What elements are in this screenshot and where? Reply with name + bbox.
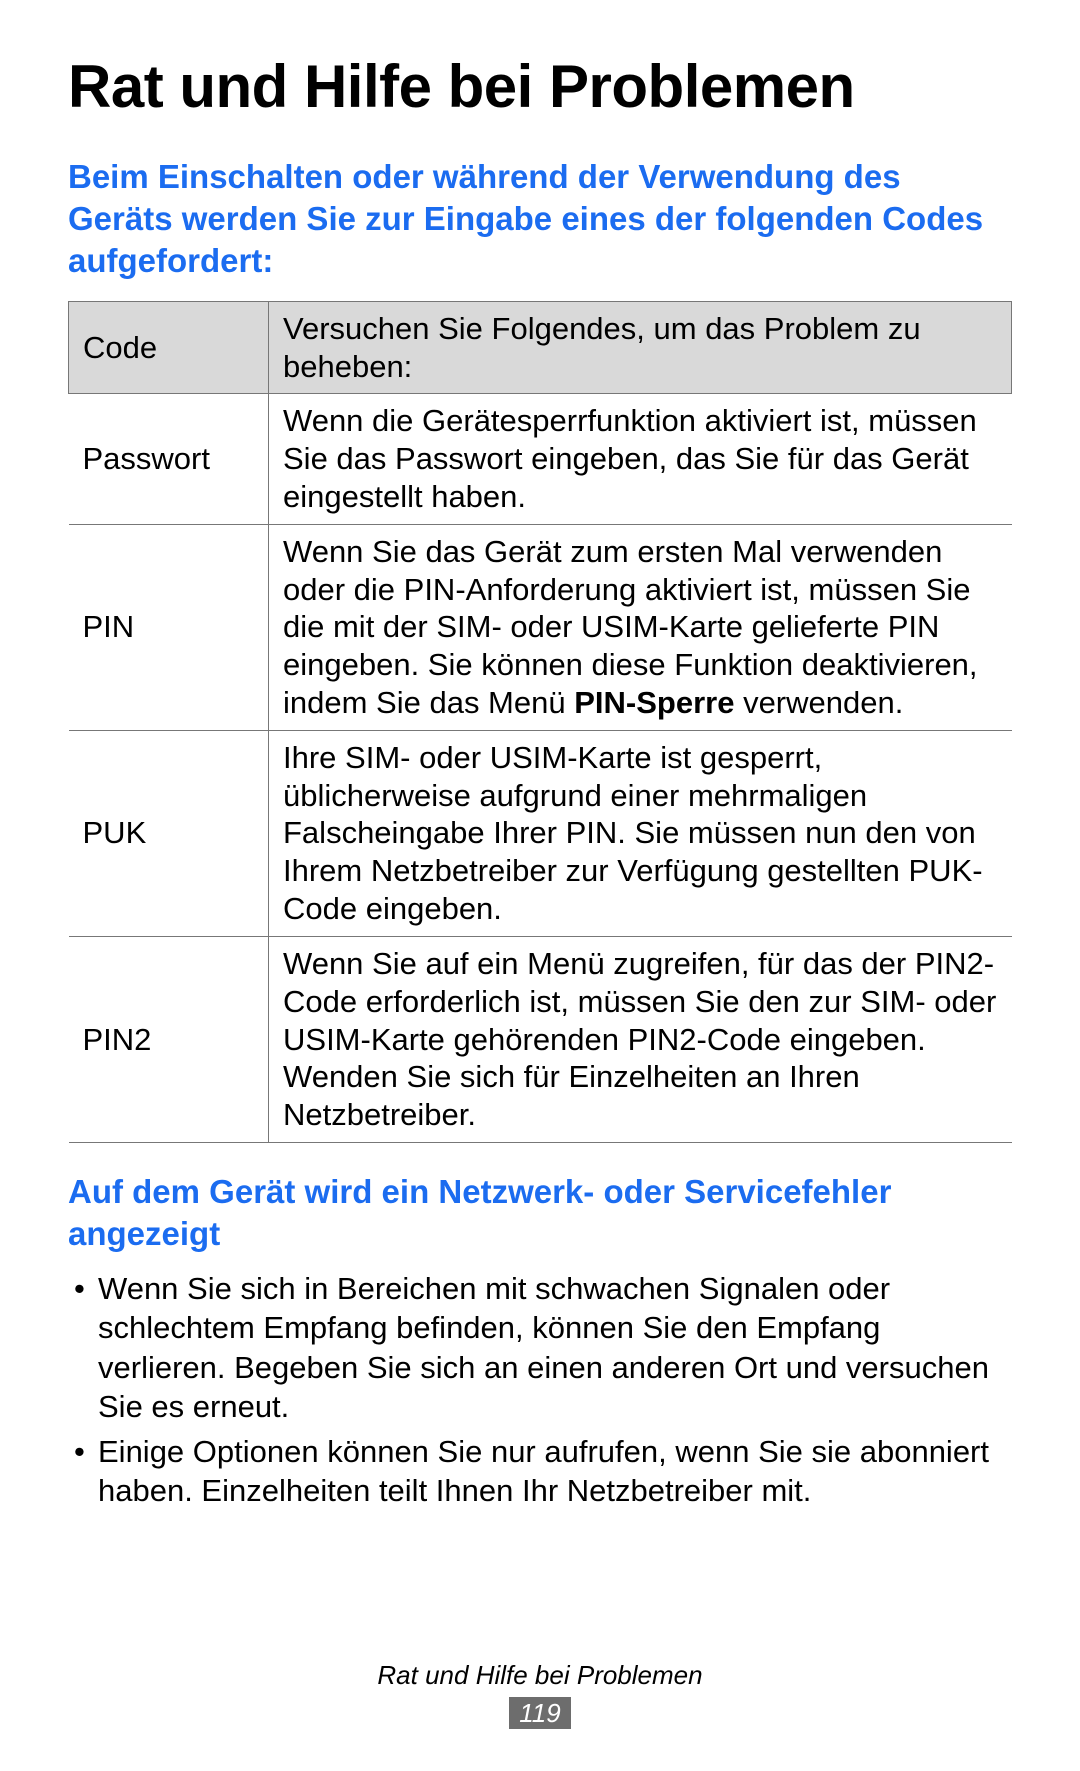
table-cell-code: PIN [69,524,269,730]
table-row: PasswortWenn die Gerätesperrfunktion akt… [69,394,1012,524]
table-cell-code: Passwort [69,394,269,524]
section-heading-network-error: Auf dem Gerät wird ein Netzwerk- oder Se… [68,1171,1012,1255]
table-header-code: Code [69,301,269,394]
list-item: Einige Optionen können Sie nur aufrufen,… [68,1432,1012,1510]
table-row: PUKIhre SIM- oder USIM-Karte ist gesperr… [69,730,1012,936]
table-cell-desc: Ihre SIM- oder USIM-Karte ist gesperrt, … [269,730,1012,936]
codes-table: Code Versuchen Sie Folgendes, um das Pro… [68,301,1012,1143]
list-item: Wenn Sie sich in Bereichen mit schwachen… [68,1269,1012,1425]
manual-page: Rat und Hilfe bei Problemen Beim Einscha… [0,0,1080,1771]
table-cell-desc: Wenn die Gerätesperrfunktion aktiviert i… [269,394,1012,524]
bullet-list: Wenn Sie sich in Bereichen mit schwachen… [68,1269,1012,1509]
table-cell-desc: Wenn Sie das Gerät zum ersten Mal verwen… [269,524,1012,730]
footer-section-title: Rat und Hilfe bei Problemen [0,1660,1080,1691]
page-title: Rat und Hilfe bei Problemen [68,54,1012,120]
table-header-desc: Versuchen Sie Folgendes, um das Problem … [269,301,1012,394]
table-cell-desc: Wenn Sie auf ein Menü zugreifen, für das… [269,936,1012,1142]
table-cell-code: PIN2 [69,936,269,1142]
table-row: PINWenn Sie das Gerät zum ersten Mal ver… [69,524,1012,730]
bold-text: PIN-Sperre [574,685,734,720]
table-row: PIN2Wenn Sie auf ein Menü zugreifen, für… [69,936,1012,1142]
table-cell-code: PUK [69,730,269,936]
table-header-row: Code Versuchen Sie Folgendes, um das Pro… [69,301,1012,394]
page-number: 119 [509,1697,570,1730]
section-heading-codes: Beim Einschalten oder während der Verwen… [68,156,1012,283]
page-footer: Rat und Hilfe bei Problemen 119 [0,1660,1080,1730]
table-body: PasswortWenn die Gerätesperrfunktion akt… [69,394,1012,1143]
